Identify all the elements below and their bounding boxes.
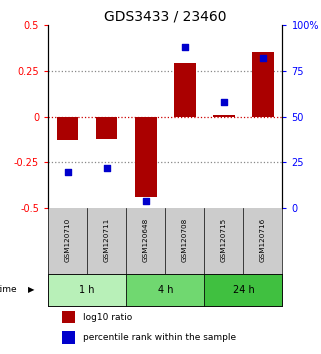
Text: GSM120710: GSM120710 [65,217,71,262]
Text: percentile rank within the sample: percentile rank within the sample [83,333,237,342]
Text: GSM120715: GSM120715 [221,217,227,262]
Text: 1 h: 1 h [80,285,95,295]
Bar [174,63,195,116]
Text: GSM120708: GSM120708 [182,217,188,262]
Text: GSM120716: GSM120716 [260,217,266,262]
Text: log10 ratio: log10 ratio [83,313,133,322]
Point [260,55,265,61]
Title: GDS3433 / 23460: GDS3433 / 23460 [104,10,227,24]
Bar [204,274,282,306]
Bar [62,311,75,323]
Point [182,44,187,50]
Point [104,165,109,171]
Text: 4 h: 4 h [158,285,173,295]
Point [221,99,226,105]
Bar [96,116,117,138]
Bar [48,274,126,306]
Text: ▶: ▶ [28,285,34,294]
Text: time: time [0,285,18,294]
Bar [62,331,75,344]
Text: GSM120648: GSM120648 [143,217,149,262]
Bar [213,115,235,116]
Bar [126,274,204,306]
Point [143,198,148,204]
Bar [252,52,274,116]
Bar [57,116,78,141]
Point [65,169,70,175]
Bar [135,116,157,197]
Text: GSM120711: GSM120711 [104,217,110,262]
Text: 24 h: 24 h [232,285,254,295]
